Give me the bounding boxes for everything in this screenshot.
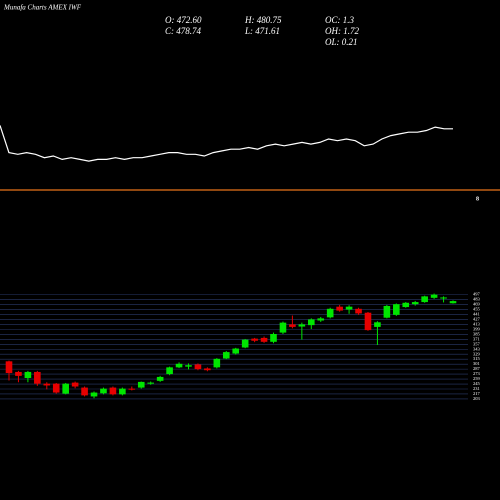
candle-body <box>383 305 391 318</box>
y-tick-label: 245 <box>473 381 481 386</box>
candle-body <box>440 297 447 299</box>
candle-body <box>24 371 32 378</box>
candle-body <box>90 392 98 397</box>
stat: L: 471.61 <box>244 26 280 36</box>
y-tick-label: 329 <box>473 351 481 356</box>
stat: C: 478.74 <box>165 26 202 36</box>
candle-body <box>137 381 145 388</box>
candle-body <box>62 383 69 394</box>
stat: H: 480.75 <box>244 15 282 25</box>
candle-body <box>411 302 419 305</box>
candle-body <box>232 348 240 354</box>
candle-body <box>270 334 277 342</box>
candle-body <box>336 306 343 311</box>
y-tick-label: 371 <box>473 336 480 341</box>
y-tick-label: 441 <box>473 312 480 317</box>
y-tick-label: 287 <box>473 366 481 371</box>
candle-body <box>194 364 202 370</box>
y-tick-label: 315 <box>473 356 481 361</box>
candle-body <box>364 312 372 331</box>
candle-body <box>156 376 164 381</box>
candle-body <box>251 338 258 341</box>
y-tick-label: 301 <box>473 361 480 366</box>
candle-body <box>100 388 107 394</box>
candle-body <box>52 383 60 393</box>
y-tick-label: 385 <box>473 331 481 336</box>
y-tick-label: 343 <box>473 346 481 351</box>
candle-body <box>289 324 296 327</box>
candle-body <box>241 339 249 348</box>
chart-title: Munafa Charts AMEX IWF <box>3 4 82 12</box>
candle-body <box>355 308 362 314</box>
candle-body <box>213 358 221 368</box>
candle-body <box>374 322 381 327</box>
y-tick-label: 427 <box>473 316 481 321</box>
candle-body <box>204 368 211 371</box>
y-tick-label: 217 <box>473 391 481 396</box>
candle-body <box>317 318 325 321</box>
y-tick-label: 413 <box>473 321 481 326</box>
candle-body <box>166 367 173 375</box>
y-tick-label: 469 <box>473 302 481 307</box>
candle-body <box>43 383 51 386</box>
candle-body <box>393 304 400 315</box>
candle-body <box>222 352 230 359</box>
candle-body <box>260 337 268 342</box>
indicator-line <box>0 125 453 162</box>
candle-body <box>81 387 88 396</box>
candle-body <box>109 387 117 395</box>
stat: OC: 1.3 <box>325 15 354 25</box>
stat: OL: 0.21 <box>325 37 358 47</box>
annotation: 8 <box>476 196 479 202</box>
candle-body <box>449 301 457 304</box>
y-tick-label: 399 <box>473 326 481 331</box>
y-tick-label: 231 <box>473 386 480 391</box>
y-tick-label: 203 <box>473 396 481 401</box>
candle-body <box>185 365 192 367</box>
candle-body <box>307 319 315 326</box>
stat: O: 472.60 <box>165 15 202 25</box>
candle-body <box>175 363 183 368</box>
y-tick-label: 483 <box>473 297 481 302</box>
candle-body <box>15 371 22 376</box>
candle-body <box>298 324 306 327</box>
candle-body <box>34 371 41 384</box>
candle-body <box>5 361 13 374</box>
candle-body <box>402 302 410 308</box>
stat: OH: 1.72 <box>325 26 359 36</box>
y-tick-label: 273 <box>473 371 481 376</box>
y-tick-label: 497 <box>473 292 481 297</box>
y-tick-label: 455 <box>473 307 481 312</box>
candle-body <box>119 388 126 395</box>
y-tick-label: 259 <box>473 376 481 381</box>
candle-body <box>128 388 136 390</box>
candle-body <box>71 382 79 387</box>
candle-body <box>421 296 428 303</box>
candle-body <box>345 306 353 310</box>
candle-body <box>147 382 155 384</box>
y-tick-label: 357 <box>473 341 481 346</box>
candle-body <box>430 294 438 298</box>
candle-body <box>326 308 334 318</box>
candle-body <box>279 322 287 333</box>
